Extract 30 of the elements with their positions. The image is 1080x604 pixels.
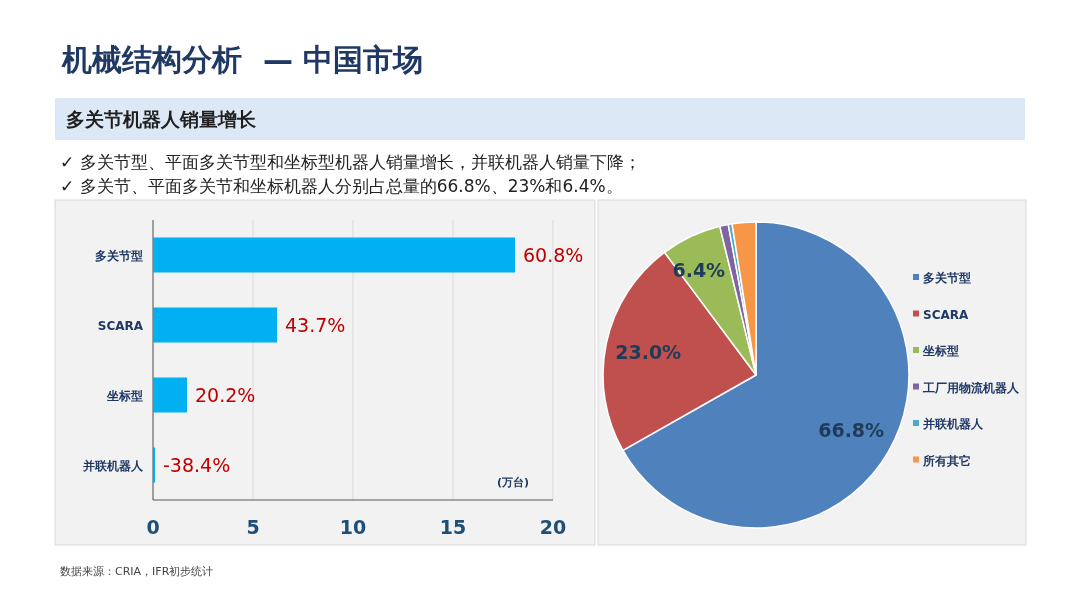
bar [153,377,187,413]
legend-label: 坐标型 [922,344,959,358]
y-tick-label: SCARA [97,319,144,333]
legend-label: 所有其它 [922,453,971,468]
legend-label: 多关节型 [923,271,971,285]
bar [153,237,515,273]
y-tick-label: 并联机器人 [82,459,144,473]
annotation: 20.2% [195,384,256,406]
data-label: 23.0% [615,341,682,364]
x-tick-label: 20 [539,516,567,538]
legend-label: SCARA [923,307,969,322]
bar [153,307,277,343]
legend-label: 工厂用物流机器人 [922,380,1020,395]
source-note: 数据来源：CRIA，IFR初步统计 [60,565,214,578]
y-tick-label: 坐标型 [106,389,143,403]
legend-label: 并联机器人 [922,417,984,431]
data-label: 66.8% [818,419,885,442]
y-tick-label: 多关节型 [95,249,143,263]
x-tick-label: 0 [146,516,160,538]
x-tick-label: 5 [246,516,260,538]
text: ✓ 多关节、平面多关节和坐标机器人分别占总量的66.8%、23%和6.4%。 [60,176,623,196]
x-tick-label: 10 [339,516,367,538]
annotation: 43.7% [285,314,346,336]
chart-title: 机械结构分析 — 中国市场 [61,42,424,77]
annotation: 60.8% [523,244,584,266]
chart-subtitle: 多关节机器人销量增长 [66,108,257,130]
annotation: -38.4% [163,454,231,476]
x-axis-title: (万台) [496,476,530,489]
text: ✓ 多关节型、平面多关节型和坐标型机器人销量增长，并联机器人销量下降； [60,152,641,172]
x-tick-label: 15 [439,516,467,538]
